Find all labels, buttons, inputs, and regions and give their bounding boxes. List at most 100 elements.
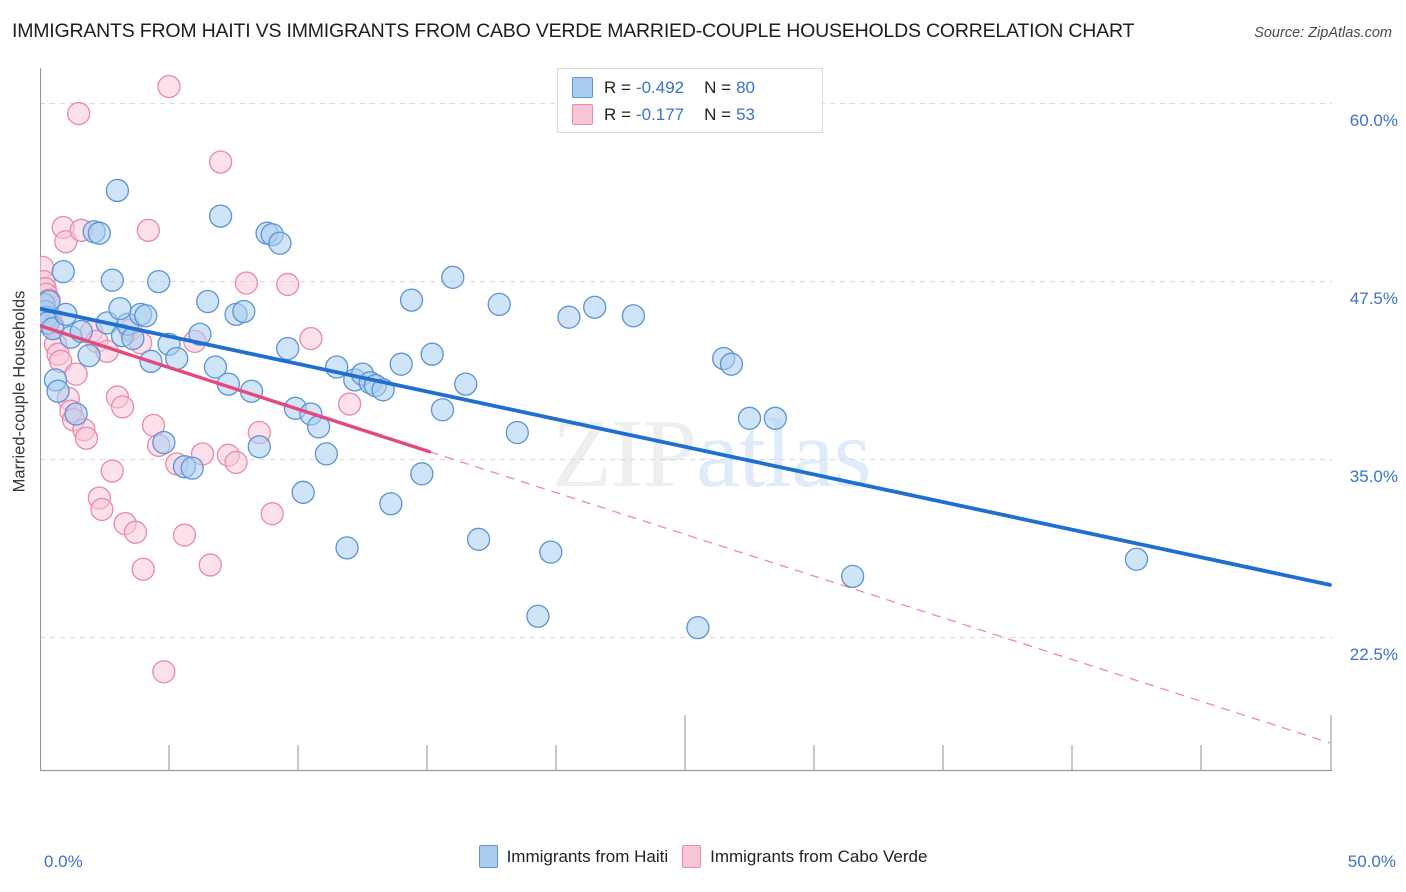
data-point[interactable] xyxy=(40,289,61,314)
data-point[interactable] xyxy=(198,553,222,577)
stats-r-label-haiti: R = xyxy=(604,77,631,97)
correlation-stats-box: R = -0.492 N = 80 R = -0.177 N = 53 xyxy=(557,68,823,133)
scatter-plot-svg xyxy=(40,68,1332,772)
data-point[interactable] xyxy=(260,502,284,526)
data-point[interactable] xyxy=(337,392,362,416)
data-point[interactable] xyxy=(131,557,155,581)
data-point[interactable] xyxy=(64,402,88,426)
data-point[interactable] xyxy=(526,604,550,628)
stats-r-value-haiti: -0.492 xyxy=(635,77,685,97)
data-point[interactable] xyxy=(224,450,248,475)
data-point[interactable] xyxy=(196,289,220,314)
data-point[interactable] xyxy=(268,231,292,255)
data-point[interactable] xyxy=(87,221,111,245)
data-point[interactable] xyxy=(410,462,434,486)
legend-swatch-cabo-verde xyxy=(682,845,702,868)
data-point[interactable] xyxy=(46,379,70,403)
trend-line-haiti xyxy=(40,306,1332,587)
data-point[interactable] xyxy=(152,660,176,684)
data-point[interactable] xyxy=(90,497,114,522)
x-axis-min-label: 0.0% xyxy=(44,852,83,871)
data-point[interactable] xyxy=(314,442,339,466)
data-point[interactable] xyxy=(74,426,99,450)
data-point[interactable] xyxy=(105,178,130,203)
data-point[interactable] xyxy=(621,304,646,328)
stats-row-haiti: R = -0.492 N = 80 xyxy=(558,74,822,101)
data-point[interactable] xyxy=(77,343,101,368)
data-point[interactable] xyxy=(583,295,607,319)
stats-r-label-cabo-verde: R = xyxy=(604,104,631,124)
data-point[interactable] xyxy=(1124,547,1149,571)
data-point[interactable] xyxy=(51,259,75,284)
y-axis-tick-label: 22.5% xyxy=(1349,644,1398,664)
data-point[interactable] xyxy=(157,74,181,99)
y-axis-title: Married-couple Households xyxy=(10,290,29,493)
data-point[interactable] xyxy=(335,536,359,560)
data-point[interactable] xyxy=(841,564,865,588)
data-point[interactable] xyxy=(208,150,233,174)
chart-legend: Immigrants from Haiti Immigrants from Ca… xyxy=(0,845,1406,868)
data-point[interactable] xyxy=(123,520,148,544)
data-point[interactable] xyxy=(108,296,132,321)
data-point[interactable] xyxy=(276,272,300,297)
data-point[interactable] xyxy=(299,326,323,351)
data-point[interactable] xyxy=(291,480,315,504)
legend-label-cabo-verde: Immigrants from Cabo Verde xyxy=(710,846,928,866)
data-point[interactable] xyxy=(232,299,256,324)
data-point[interactable] xyxy=(234,271,259,295)
y-axis-tick-label: 47.5% xyxy=(1349,288,1398,308)
stats-n-value-haiti: 80 xyxy=(736,77,755,97)
legend-swatch-haiti xyxy=(478,845,498,868)
data-point[interactable] xyxy=(188,322,212,346)
data-point[interactable] xyxy=(208,204,233,228)
data-point[interactable] xyxy=(100,268,124,292)
trend-line-cabo-verde xyxy=(40,324,432,454)
data-point[interactable] xyxy=(466,527,491,551)
plot-area xyxy=(40,68,1332,838)
data-point[interactable] xyxy=(539,540,563,564)
data-point[interactable] xyxy=(441,265,465,289)
legend-item-haiti[interactable]: Immigrants from Haiti xyxy=(478,845,669,868)
data-point[interactable] xyxy=(454,372,478,396)
data-point[interactable] xyxy=(505,420,529,445)
data-point[interactable] xyxy=(100,459,124,483)
stats-n-label-cabo-verde: N = xyxy=(704,104,732,124)
data-point[interactable] xyxy=(420,342,444,366)
data-point[interactable] xyxy=(180,456,204,480)
data-point[interactable] xyxy=(136,218,161,242)
data-point[interactable] xyxy=(110,395,135,419)
data-point[interactable] xyxy=(64,362,88,386)
data-point[interactable] xyxy=(763,406,787,430)
y-axis-tick-label: 60.0% xyxy=(1349,110,1398,130)
stats-row-cabo-verde: R = -0.177 N = 53 xyxy=(558,101,822,128)
data-point[interactable] xyxy=(686,615,710,640)
legend-label-haiti: Immigrants from Haiti xyxy=(506,846,669,866)
data-point[interactable] xyxy=(389,352,413,376)
data-point[interactable] xyxy=(557,305,581,329)
data-point[interactable] xyxy=(276,336,300,361)
data-point[interactable] xyxy=(203,355,228,379)
data-point[interactable] xyxy=(737,406,762,430)
data-point[interactable] xyxy=(67,101,91,126)
data-point[interactable] xyxy=(399,288,424,312)
data-point[interactable] xyxy=(487,292,511,317)
y-axis-tick-label: 35.0% xyxy=(1349,466,1398,486)
source-label: Source: ZipAtlas.com xyxy=(1254,25,1392,41)
x-axis-max-label: 50.0% xyxy=(1347,852,1396,871)
data-point[interactable] xyxy=(719,352,744,376)
data-point[interactable] xyxy=(147,269,171,294)
data-point[interactable] xyxy=(379,492,403,516)
legend-item-cabo-verde[interactable]: Immigrants from Cabo Verde xyxy=(682,845,927,868)
data-point[interactable] xyxy=(247,435,271,459)
stats-n-label-haiti: N = xyxy=(704,77,732,97)
stats-swatch-cabo-verde xyxy=(572,104,593,125)
stats-swatch-haiti xyxy=(572,77,593,98)
data-point[interactable] xyxy=(152,430,176,455)
data-point[interactable] xyxy=(134,304,158,328)
data-point[interactable] xyxy=(430,398,455,422)
page-title: IMMIGRANTS FROM HAITI VS IMMIGRANTS FROM… xyxy=(12,20,1135,42)
stats-n-value-cabo-verde: 53 xyxy=(736,104,755,124)
data-point[interactable] xyxy=(172,523,197,547)
stats-r-value-cabo-verde: -0.177 xyxy=(635,104,685,124)
